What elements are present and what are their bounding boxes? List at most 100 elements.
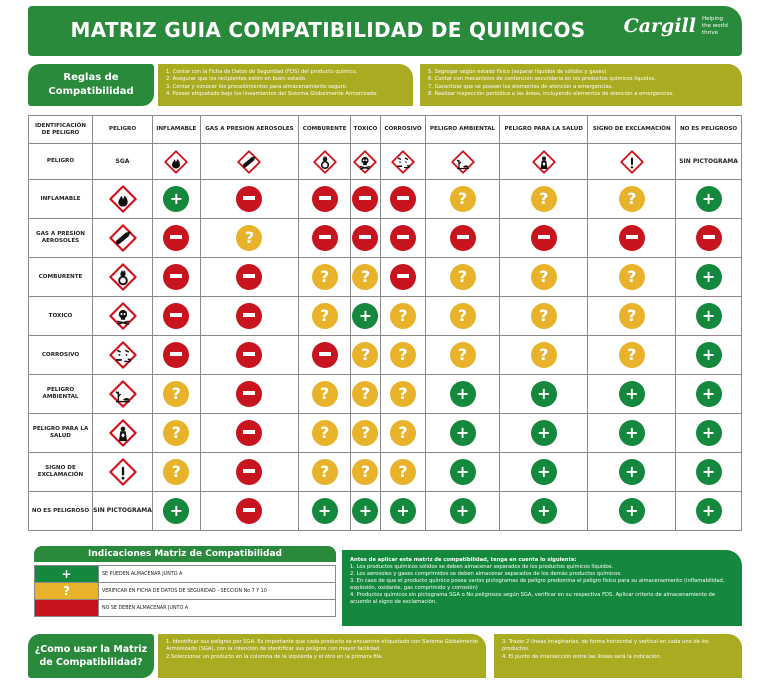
row-label: PELIGRO PARA LA SALUD [28,413,93,453]
column-pictogram [349,143,382,180]
matrix-cell: + [499,374,589,414]
matrix-cell: ? [424,335,501,375]
column-header: SIGNO DE EXCLAMACIÓN [587,115,677,144]
page-title: MATRIZ GUIA COMPATIBILIDAD DE QUIMICOS [70,18,586,42]
matrix-cell: ? [499,257,589,297]
pict-header: PELIGRO [92,115,153,144]
matrix-cell [587,218,677,258]
row-label: TOXICO [28,296,93,336]
rule-item: 1. Contar con la Ficha de Datos de Segur… [166,69,358,75]
question-icon: ? [390,459,416,485]
minus-icon [236,342,263,368]
flame-over-circle-icon [312,149,337,174]
matrix-cell [199,413,300,453]
notes-box: Antes de aplicar esta matriz de compatib… [342,550,742,626]
column-header: PELIGRO PARA LA SALUD [499,115,589,144]
minus-icon [236,459,263,485]
minus-icon [390,264,416,290]
brand-name: Cargill [623,15,696,37]
question-icon: ? [311,420,338,446]
rule-item: 5. Segregar según estado físico (separar… [428,69,607,75]
matrix-cell: + [675,413,742,453]
question-icon: ? [311,381,338,407]
row-label: INFLAMABLE [28,179,93,219]
matrix-cell: ? [298,452,351,492]
matrix-cell: + [424,452,501,492]
column-pictogram [199,143,300,180]
matrix-cell: + [587,491,677,531]
minus-icon [311,225,338,251]
matrix-cell: + [675,257,742,297]
matrix-cell: ? [424,296,501,336]
minus-icon [352,186,379,212]
row-pictogram [92,374,153,414]
matrix-cell: ? [499,179,589,219]
minus-icon [695,225,722,251]
matrix-row: INFLAMABLE +??? + [28,179,742,219]
row-pictogram [92,413,153,453]
matrix-cell [199,335,300,375]
question-icon: ? [352,420,379,446]
column-pictogram [152,143,201,180]
matrix-cell [199,452,300,492]
matrix-cell [424,218,501,258]
legend-text: VERIFICAR EN FICHA DE DATOS DE SEGURIDAD… [98,582,336,600]
howto-step: 1. Identificar sus peligros por SGA. Es … [166,639,478,653]
matrix-cell: ? [298,296,351,336]
plus-icon: + [695,303,722,329]
howto-label: ¿Como usar la Matriz de Compatibilidad? [28,634,154,678]
column-pictogram [499,143,589,180]
minus-icon [163,303,190,329]
exclamation-icon [620,149,644,174]
plus-icon: + [618,498,645,524]
minus-icon [311,186,338,212]
environment-icon [108,380,137,408]
question-icon: ? [352,264,379,290]
question-icon: ? [449,186,476,212]
rule-item: 3. Contar y conocer los procedimientos p… [166,83,348,90]
question-icon: ? [530,342,557,368]
matrix-cell [298,179,351,219]
question-icon: ? [352,381,379,407]
column-header: NO ES PELIGROSO [675,115,742,144]
column-header: CORROSIVO [380,115,426,144]
column-header: PELIGRO AMBIENTAL [424,115,501,144]
legend-text: SE PUEDEN ALMACENAR JUNTO A [98,565,336,583]
legend-table: + SE PUEDEN ALMACENAR JUNTO A ? VERIFICA… [34,565,336,617]
column-header: TOXICO [349,115,382,144]
rule-item: 2. Asegurar que los recipientes estén en… [166,76,307,83]
matrix-row: COMBURENTE????? + [28,257,742,297]
plus-icon: + [618,459,645,485]
rules-list-2: 5. Segregar según estado físico (separar… [420,64,742,106]
matrix-cell: + [587,413,677,453]
minus-icon [236,186,263,212]
minus-icon [530,225,557,251]
minus-icon [390,225,416,251]
howto-steps-1: 1. Identificar sus peligros por SGA. Es … [158,634,486,678]
question-icon: ? [390,420,416,446]
minus-icon [618,225,645,251]
plus-icon: + [163,186,190,212]
question-icon: ? [530,186,557,212]
matrix-cell: ? [380,374,426,414]
matrix-cell: + [499,491,589,531]
matrix-cell [380,257,426,297]
skull-icon [353,149,378,174]
matrix-cell: + [587,374,677,414]
question-icon: ? [390,303,416,329]
minus-icon [236,264,263,290]
matrix-cell: ? [349,452,382,492]
minus-icon [236,420,263,446]
matrix-cell: + [424,374,501,414]
matrix-cell [499,218,589,258]
matrix-row: CORROSIVO????? + [28,335,742,375]
compatibility-matrix: IDENTIFICACIÓN DE PELIGRO PELIGRO INFLAM… [28,115,742,531]
question-icon: ? [311,303,338,329]
row-label: SIGNO DE EXCLAMACIÓN [28,452,93,492]
column-pictogram [587,143,677,180]
row-pictogram [92,335,153,375]
howto-step: 4. El punto de intersección entre las lí… [502,653,662,660]
matrix-cell [152,296,201,336]
matrix-row: PELIGRO AMBIENTAL???? + + + + [28,374,742,414]
plus-icon: + [390,498,416,524]
